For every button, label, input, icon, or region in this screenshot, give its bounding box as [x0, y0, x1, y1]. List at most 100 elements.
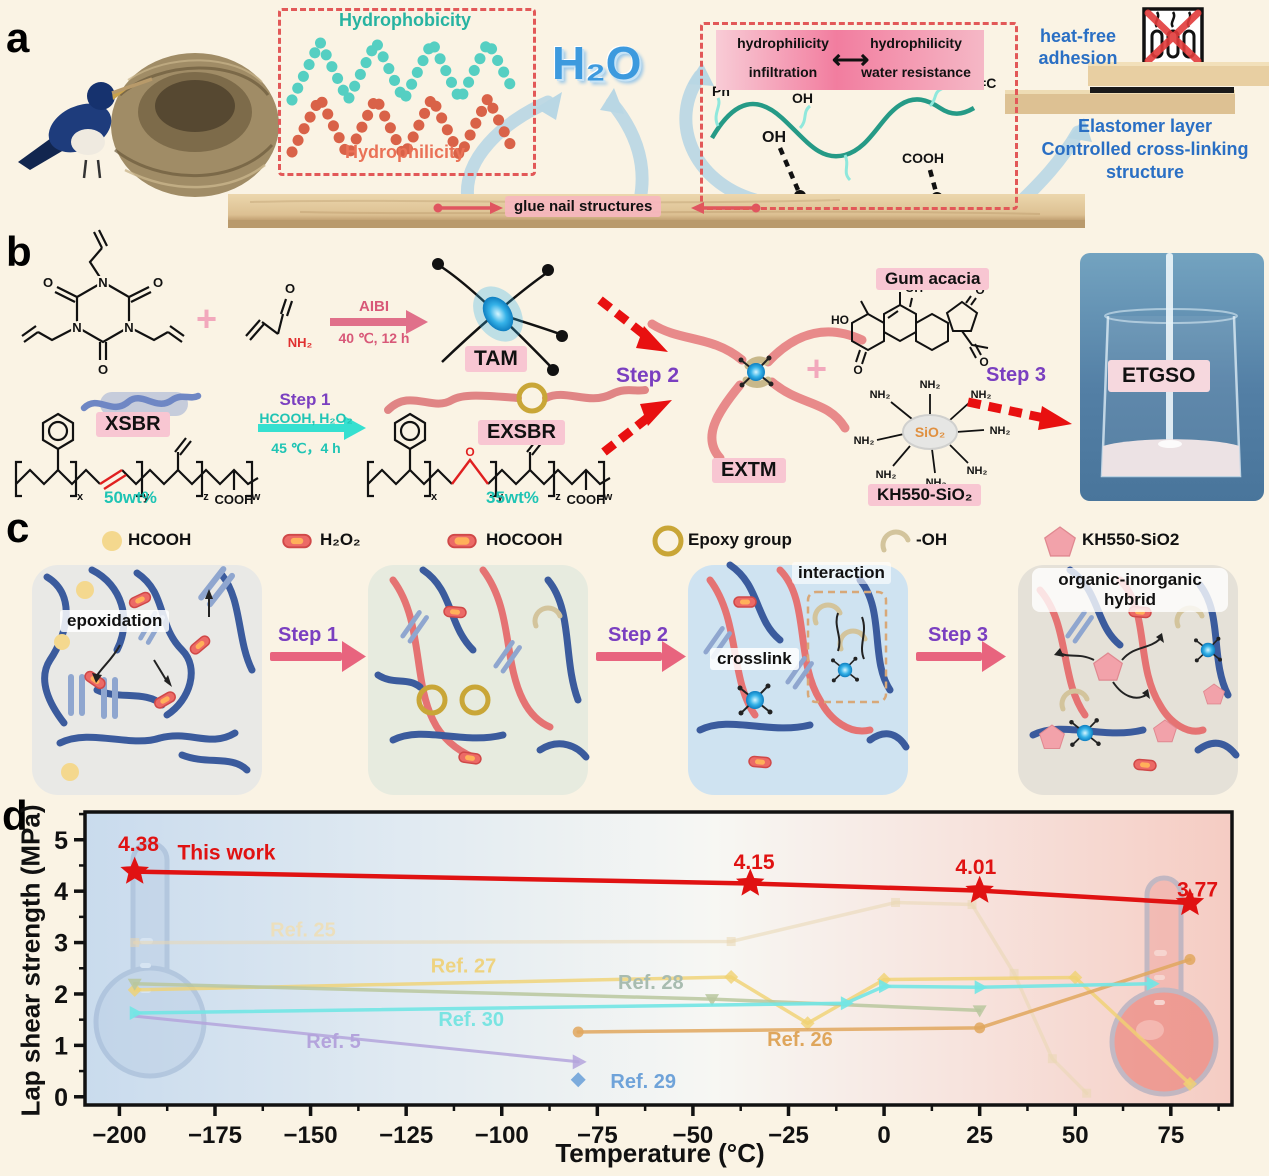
- panel-a-label: a: [6, 14, 30, 61]
- oh-label-1: OH: [792, 90, 813, 106]
- bead-chain-hydrophobic: [286, 29, 518, 113]
- exsbr-epoxide: [451, 458, 489, 485]
- x-tick-label: −200: [92, 1122, 146, 1149]
- step2-dashed-arrows: [597, 296, 672, 456]
- glue-nail-structures-label: glue nail structures: [505, 196, 662, 217]
- panel-c-label: c: [6, 504, 30, 551]
- plus-sign-2: +: [806, 348, 828, 389]
- exsbr-cooh: COOH: [567, 492, 606, 507]
- svg-text:y: y: [143, 491, 150, 503]
- etgso-label: ETGSO: [1108, 360, 1210, 392]
- x-tick-label: −150: [284, 1122, 338, 1149]
- epoxide-O: O: [465, 445, 474, 459]
- legend-kh550-label: KH550-SiO2: [1082, 530, 1180, 549]
- annotation-ref-5: Ref. 5: [306, 1031, 360, 1053]
- taic-atom-labels: N N N O O O: [41, 273, 165, 379]
- annotation-ref-25: Ref. 25: [270, 919, 336, 941]
- svg-text:NH₂: NH₂: [870, 389, 891, 401]
- step3-dashed-arrow: [967, 397, 1072, 430]
- tradeoff-top-right: hydrophilicity: [870, 35, 962, 51]
- taic-structure: [21, 229, 185, 360]
- exsbr-label: EXSBR: [478, 420, 565, 445]
- panel-b-label: b: [6, 228, 32, 275]
- acrylamide-O: O: [285, 281, 295, 296]
- no-heat-icon: [1142, 7, 1204, 67]
- svg-text:x: x: [77, 491, 84, 503]
- annotation-this-work: This work: [177, 841, 275, 864]
- water-arrowheads: [536, 62, 1092, 142]
- annotation-ref-26: Ref. 26: [767, 1029, 833, 1051]
- hybrid-label-1: organic-inorganic: [1032, 568, 1228, 590]
- series-this-work: [120, 856, 1205, 916]
- heat-free-label-2: adhesion: [1038, 48, 1118, 68]
- xsbr-percent: 50wt%: [104, 488, 157, 507]
- mechanism-panel-3: [688, 561, 910, 795]
- aibi-conditions: 40 ℃, 12 h: [338, 330, 410, 346]
- hcooh-icon: [102, 531, 122, 551]
- series-ref-25: [130, 897, 1092, 1098]
- svg-text:HO: HO: [831, 313, 849, 327]
- x-axis-title: Temperature (°C): [555, 1138, 765, 1168]
- xsbr-cc-double-bond: [99, 468, 127, 491]
- annotation-ref-29: Ref. 29: [610, 1071, 676, 1093]
- cooh-label: COOH: [902, 150, 944, 166]
- svg-text:x: x: [431, 491, 438, 503]
- xsbr-subscripts: x y z w: [77, 491, 261, 503]
- series-ref-30: [129, 976, 1160, 1020]
- legend-icons: [102, 527, 1076, 557]
- xsbr-label: XSBR: [96, 412, 170, 437]
- legend-hocooh-label: HOCOOH: [486, 530, 563, 549]
- legend-oh-label: -OH: [916, 530, 948, 549]
- step1-arrow: [258, 416, 366, 440]
- mechanism-panel-2: [368, 565, 590, 795]
- svg-text:y: y: [497, 491, 504, 503]
- aibi-arrow: [330, 310, 428, 334]
- acrylamide-structure: [245, 298, 294, 341]
- svg-text:NH₂: NH₂: [854, 435, 875, 447]
- step1-conditions: 45 ℃，4 h: [271, 440, 341, 456]
- x-tick-label: −25: [768, 1122, 809, 1149]
- legend-h2o2-label: H₂O₂: [320, 530, 361, 549]
- svg-text:N: N: [72, 320, 81, 335]
- x-tick-label: −100: [475, 1122, 529, 1149]
- hydrophobicity-label: Hydrophobicity: [338, 10, 471, 30]
- svg-text:O: O: [979, 355, 988, 369]
- interaction-label: interaction: [792, 562, 891, 584]
- svg-text:z: z: [203, 491, 209, 503]
- wave-mechanism-box: [700, 22, 1018, 210]
- svg-text:w: w: [251, 491, 261, 503]
- svg-text:N: N: [98, 275, 107, 290]
- xsbr-blue-segment: [80, 392, 202, 416]
- legend-epoxy-label: Epoxy group: [688, 530, 792, 549]
- hot-thermometer-watermark: [1109, 875, 1219, 1097]
- tradeoff-arrow-icon: ⟷: [832, 44, 870, 74]
- x-tick-label: 25: [966, 1122, 993, 1149]
- svg-text:NH₂: NH₂: [990, 425, 1011, 437]
- annotation-4-38: 4.38: [118, 833, 159, 856]
- panel-d-label: d: [2, 792, 28, 839]
- amphiphilic-chain-box: [278, 8, 536, 176]
- mechanism-step-arrows: [270, 641, 1006, 672]
- svg-text:O: O: [853, 363, 862, 377]
- mech-step1-label: Step 1: [277, 624, 339, 646]
- step3-label: Step 3: [986, 364, 1047, 386]
- tam-label: TAM: [465, 346, 527, 372]
- svg-text:w: w: [603, 491, 613, 503]
- x-tick-label: −75: [577, 1122, 618, 1149]
- series-ref-29: [570, 1072, 586, 1088]
- oh-label-2: OH: [762, 129, 786, 146]
- elastomer-layer-label: Elastomer layer: [1077, 116, 1213, 136]
- svg-text:O: O: [153, 275, 163, 290]
- h2o-label: H₂O: [552, 37, 642, 89]
- step1-reagents: HCOOH, H₂O₂: [259, 410, 353, 426]
- hocooh-icon: [447, 533, 477, 549]
- tradeoff-box: [716, 30, 984, 90]
- kh550-label: KH550-SiO₂: [868, 484, 982, 506]
- annotation-4-01: 4.01: [955, 856, 996, 879]
- step1-label: Step 1: [279, 390, 331, 409]
- y-tick-label: 4: [54, 878, 68, 906]
- y-tick-label: 2: [54, 981, 68, 1009]
- x-tick-label: −175: [188, 1122, 242, 1149]
